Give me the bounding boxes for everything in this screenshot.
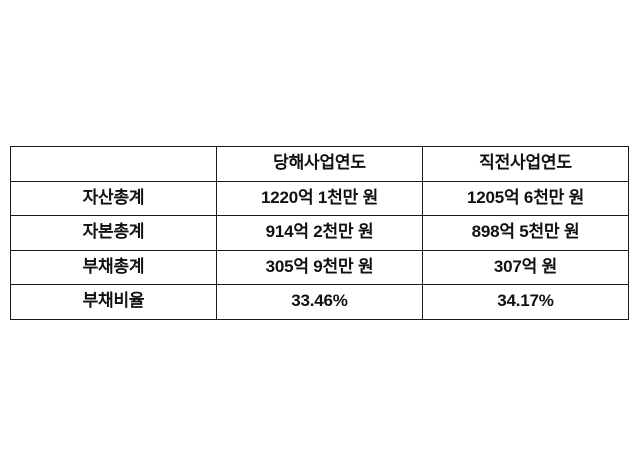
cell-total-equity-current: 914억 2천만 원 [216,215,423,251]
row-label-total-equity: 자본총계 [10,215,217,251]
table-row: 부채비율 33.46% 34.17% [10,284,629,320]
row-label-debt-ratio: 부채비율 [10,284,217,320]
cell-debt-ratio-previous: 34.17% [422,284,629,320]
table-body: 자산총계 1220억 1천만 원 1205억 6천만 원 자본총계 914억 2… [10,180,629,320]
column-header-current-fiscal-year: 당해사업연도 [216,146,423,182]
table-corner-cell [10,146,217,182]
column-header-previous-fiscal-year: 직전사업연도 [422,146,629,182]
financial-summary-table: 당해사업연도 직전사업연도 자산총계 1220억 1천만 원 1205억 6천만… [10,146,629,320]
row-label-total-assets: 자산총계 [10,180,217,216]
cell-total-assets-current: 1220억 1천만 원 [216,180,423,216]
table-row: 부채총계 305억 9천만 원 307억 원 [10,249,629,285]
cell-total-liabilities-previous: 307억 원 [422,249,629,285]
table-row: 자산총계 1220억 1천만 원 1205억 6천만 원 [10,180,629,216]
table-header: 당해사업연도 직전사업연도 [10,146,629,182]
table-row: 자본총계 914억 2천만 원 898억 5천만 원 [10,215,629,251]
cell-total-assets-previous: 1205억 6천만 원 [422,180,629,216]
cell-total-equity-previous: 898억 5천만 원 [422,215,629,251]
financial-summary-table-container: 당해사업연도 직전사업연도 자산총계 1220억 1천만 원 1205억 6천만… [10,146,629,320]
cell-debt-ratio-current: 33.46% [216,284,423,320]
cell-total-liabilities-current: 305억 9천만 원 [216,249,423,285]
table-header-row: 당해사업연도 직전사업연도 [10,146,629,182]
row-label-total-liabilities: 부채총계 [10,249,217,285]
